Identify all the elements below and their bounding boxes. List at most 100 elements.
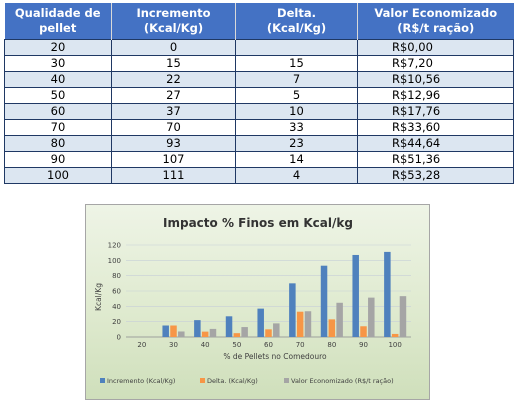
bar-valor (304, 311, 312, 337)
bar-valor (399, 296, 407, 337)
table-header-row: Qualidade de pellet Incremento (Kcal/Kg) D… (4, 3, 514, 40)
x-tick-label: 50 (232, 341, 241, 349)
bar-incremento (257, 308, 264, 337)
header-qualidade: Qualidade de pellet (4, 3, 112, 40)
table-row: 80 93 23 R$44,64 (4, 135, 514, 152)
y-tick-label: 100 (108, 257, 121, 265)
header-incremento-line1: Incremento (136, 6, 211, 20)
cell-valor: R$7,20 (357, 55, 514, 72)
cell-valor: R$33,60 (357, 119, 514, 136)
x-tick-label: 60 (264, 341, 273, 349)
bar-delta (201, 331, 209, 337)
legend-swatch (200, 378, 205, 383)
x-tick-label: 20 (137, 341, 146, 349)
cell-delta: 23 (235, 135, 358, 152)
legend-label: Delta. (Kcal/Kg) (207, 377, 258, 385)
cell-delta: 7 (235, 71, 358, 88)
cell-incremento: 22 (111, 71, 236, 88)
cell-qualidade: 40 (4, 71, 112, 88)
cell-valor: R$0,00 (357, 39, 514, 56)
cell-delta: 5 (235, 87, 358, 104)
bar-incremento (289, 283, 296, 337)
header-delta: Delta. (Kcal/Kg) (235, 3, 358, 40)
cell-qualidade: 20 (4, 39, 112, 56)
cell-incremento: 93 (111, 135, 236, 152)
header-incremento-line2: (Kcal/Kg) (143, 21, 204, 35)
cell-incremento: 15 (111, 55, 236, 72)
chart-frame: Impacto % Finos em Kcal/kg 0 20 40 60 80 100 1… (85, 204, 430, 400)
cell-valor: R$10,56 (357, 71, 514, 88)
ticks: 0 20 40 60 80 100 120 20 30 40 50 60 70 80 90 100 (108, 242, 402, 350)
bar-incremento (384, 251, 391, 337)
bar-valor (241, 327, 248, 337)
y-tick-label: 20 (112, 318, 121, 326)
y-tick-label: 60 (112, 288, 121, 296)
x-tick-label: 80 (327, 341, 336, 349)
cell-valor: R$17,76 (357, 103, 514, 120)
table-row: 90 107 14 R$51,36 (4, 151, 514, 168)
cell-qualidade: 100 (4, 167, 112, 184)
x-tick-label: 40 (201, 341, 210, 349)
table-row: 100 111 4 R$53,28 (4, 167, 514, 184)
bar-delta (391, 333, 399, 337)
bar-incremento (320, 265, 328, 337)
cell-valor: R$12,96 (357, 87, 514, 104)
cell-incremento: 107 (111, 151, 236, 168)
y-tick-label: 0 (117, 334, 121, 342)
cell-valor: R$53,28 (357, 167, 514, 184)
cell-incremento: 37 (111, 103, 236, 120)
cell-incremento: 0 (111, 39, 236, 56)
cell-incremento: 111 (111, 167, 236, 184)
bar-delta (328, 319, 336, 337)
header-delta-line2: (Kcal/Kg) (266, 21, 327, 35)
bar-valor (336, 302, 343, 337)
y-tick-label: 120 (108, 242, 121, 250)
table-row: 70 70 33 R$33,60 (4, 119, 514, 136)
x-tick-label: 70 (296, 341, 305, 349)
legend-label: Valor Economizado (R$/t ração) (291, 377, 394, 385)
bar-delta (360, 326, 367, 337)
cell-incremento: 27 (111, 87, 236, 104)
data-table: Qualidade de pellet Incremento (Kcal/Kg) D… (4, 3, 514, 184)
legend-label: Incremento (Kcal/Kg) (107, 377, 175, 385)
table-row: 30 15 15 R$7,20 (4, 55, 514, 72)
cell-delta: 15 (235, 55, 358, 72)
bar-valor (273, 323, 280, 337)
table-row: 50 27 5 R$12,96 (4, 87, 514, 104)
x-axis-label: % de Pellets no Comedouro (223, 352, 327, 361)
cell-qualidade: 90 (4, 151, 112, 168)
y-axis-label: Kcal/Kg (94, 283, 103, 311)
bar-delta (170, 325, 177, 337)
cell-delta: 4 (235, 167, 358, 184)
cell-qualidade: 70 (4, 119, 112, 136)
cell-qualidade: 80 (4, 135, 112, 152)
cell-valor: R$44,64 (357, 135, 514, 152)
header-incremento: Incremento (Kcal/Kg) (111, 3, 236, 40)
header-valor-line1: Valor Economizado (374, 6, 498, 20)
cell-delta (235, 39, 358, 56)
header-valor: Valor Economizado (R$/t ração) (357, 3, 514, 40)
gridlines (126, 244, 411, 338)
bar-incremento (194, 320, 201, 337)
legend-swatch (284, 378, 289, 383)
bar-incremento (225, 316, 233, 337)
cell-incremento: 70 (111, 119, 236, 136)
table-row: 40 22 7 R$10,56 (4, 71, 514, 88)
y-tick-label: 80 (112, 272, 121, 280)
bar-delta (296, 311, 304, 337)
header-delta-line1: Delta. (277, 6, 316, 20)
bar-delta (265, 329, 272, 337)
bars (162, 251, 407, 337)
bar-chart: Impacto % Finos em Kcal/kg 0 20 40 60 80 100 1… (94, 216, 411, 385)
cell-qualidade: 50 (4, 87, 112, 104)
cell-delta: 10 (235, 103, 358, 120)
bar-valor (178, 331, 185, 337)
x-tick-label: 100 (388, 341, 401, 349)
y-tick-label: 40 (112, 303, 121, 311)
table-row: 60 37 10 R$17,76 (4, 103, 514, 120)
bar-valor (209, 328, 217, 337)
cell-delta: 33 (235, 119, 358, 136)
header-valor-line2: (R$/t ração) (397, 21, 475, 35)
cell-qualidade: 60 (4, 103, 112, 120)
cell-delta: 14 (235, 151, 358, 168)
